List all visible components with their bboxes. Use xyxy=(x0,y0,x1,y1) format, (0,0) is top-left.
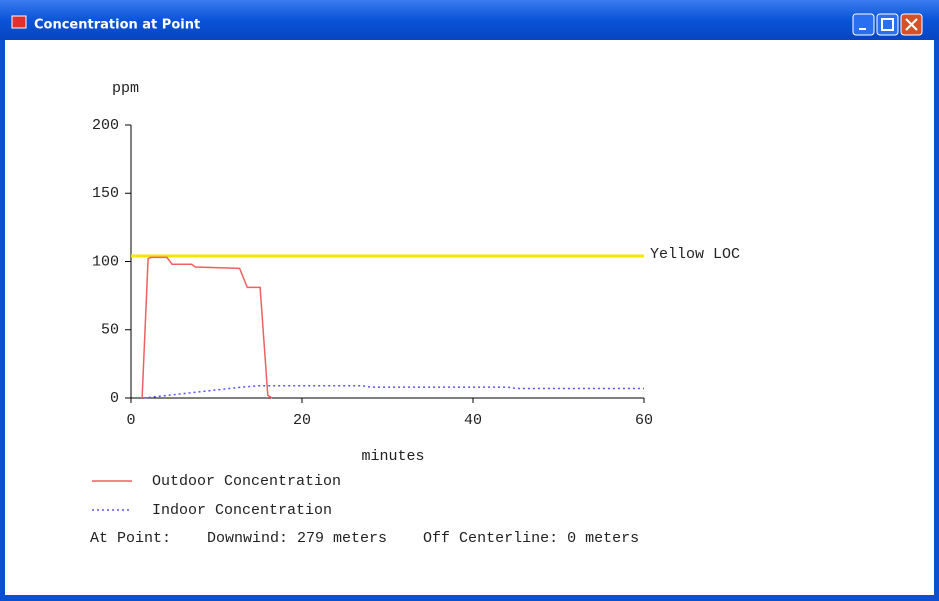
x-tick-label: 40 xyxy=(464,412,482,429)
y-tick-label: 200 xyxy=(92,117,119,134)
y-axis-label: ppm xyxy=(112,80,139,97)
series-line xyxy=(143,384,644,399)
close-glyph xyxy=(905,18,918,31)
title-bar xyxy=(0,0,939,40)
maximize-button[interactable] xyxy=(876,13,899,36)
threshold-label: Yellow LOC xyxy=(650,246,740,263)
x-axis-label: minutes xyxy=(361,448,424,465)
y-tick-label: 100 xyxy=(92,253,119,270)
legend-label: Indoor Concentration xyxy=(152,502,332,519)
legend-label: Outdoor Concentration xyxy=(152,473,341,490)
maximize-glyph xyxy=(881,18,894,31)
y-tick-label: 150 xyxy=(92,185,119,202)
x-tick-label: 60 xyxy=(635,412,653,429)
minimize-button[interactable] xyxy=(852,13,875,36)
series-line xyxy=(141,256,273,399)
window-title: Concentration at Point xyxy=(34,18,200,33)
x-tick-label: 0 xyxy=(126,412,135,429)
point-info: At Point: Downwind: 279 meters Off Cente… xyxy=(90,530,639,547)
y-tick-label: 50 xyxy=(101,322,119,339)
window-icon xyxy=(11,15,27,29)
y-tick-label: 0 xyxy=(110,390,119,407)
x-tick-label: 20 xyxy=(293,412,311,429)
client-area xyxy=(5,40,934,595)
